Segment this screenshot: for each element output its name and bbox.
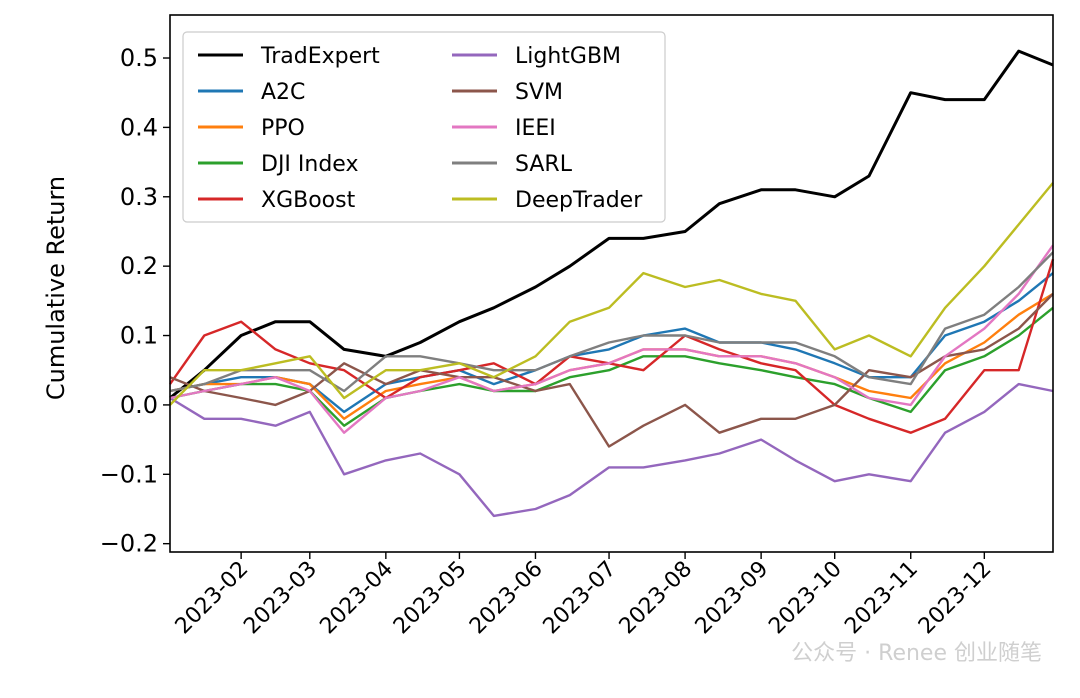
series-line-ieei — [169, 244, 1054, 434]
x-tick-label: 2023-06 — [465, 557, 548, 640]
x-tick-label: 2023-05 — [389, 557, 472, 640]
y-tick-label: 0.4 — [120, 113, 158, 141]
legend-item: SARL — [452, 152, 573, 177]
legend-item: DeepTrader — [452, 188, 643, 213]
legend-item: LightGBM — [452, 44, 621, 69]
y-tick-label: 0.3 — [120, 183, 158, 211]
x-axis: 2023-022023-032023-042023-052023-062023-… — [171, 552, 997, 639]
series-line-deeptrader — [169, 182, 1054, 406]
legend-label: SARL — [515, 152, 573, 177]
legend-label: IEEI — [515, 116, 556, 141]
legend-item: TradExpert — [198, 44, 380, 69]
legend: TradExpert A2C PPO DJI Index XGBoost LightGBM… — [182, 31, 666, 223]
legend-item: DJI Index — [198, 152, 358, 177]
legend-label: DeepTrader — [515, 188, 643, 213]
legend-label: XGBoost — [261, 188, 356, 213]
y-tick-label: −0.1 — [100, 460, 158, 488]
legend-label: DJI Index — [261, 152, 358, 177]
y-tick-label: 0.1 — [120, 322, 158, 350]
y-tick-label: 0.0 — [120, 391, 158, 419]
legend-item: XGBoost — [198, 188, 356, 213]
legend-label: TradExpert — [260, 44, 380, 69]
x-tick-label: 2023-02 — [171, 557, 254, 640]
x-tick-label: 2023-04 — [315, 557, 398, 640]
x-tick-label: 2023-10 — [764, 557, 847, 640]
watermark: 公众号 · Renee 创业随笔 — [791, 641, 1042, 666]
plot-frame — [169, 14, 1054, 553]
y-tick-label: 0.2 — [120, 252, 158, 280]
series-line-sarl — [169, 251, 1054, 393]
x-tick-label: 2023-09 — [691, 557, 774, 640]
legend-label: A2C — [261, 80, 305, 105]
y-tick-label: 0.5 — [120, 44, 158, 72]
y-tick-label: −0.2 — [100, 530, 158, 558]
legend-label: PPO — [261, 116, 305, 141]
legend-item: A2C — [198, 80, 305, 105]
legend-box — [182, 31, 666, 223]
x-tick-label: 2023-03 — [239, 557, 322, 640]
legend-label: SVM — [515, 80, 563, 105]
y-axis-label: Cumulative Return — [42, 176, 70, 400]
legend-label: LightGBM — [515, 44, 621, 69]
x-tick-label: 2023-08 — [615, 557, 698, 640]
x-tick-label: 2023-07 — [539, 557, 622, 640]
series-line-tradexpert — [169, 49, 1054, 400]
series-layer — [169, 49, 1055, 518]
x-tick-label: 2023-12 — [914, 557, 997, 640]
legend-item: PPO — [198, 116, 305, 141]
y-axis: 0.5 0.4 0.3 0.2 0.1 0.0 −0.1 −0.2 — [100, 44, 170, 558]
legend-item: IEEI — [452, 116, 556, 141]
series-line-lightgbm — [169, 382, 1054, 518]
legend-item: SVM — [452, 80, 563, 105]
series-line-xgboost — [169, 258, 1055, 434]
x-tick-label: 2023-11 — [840, 557, 923, 640]
